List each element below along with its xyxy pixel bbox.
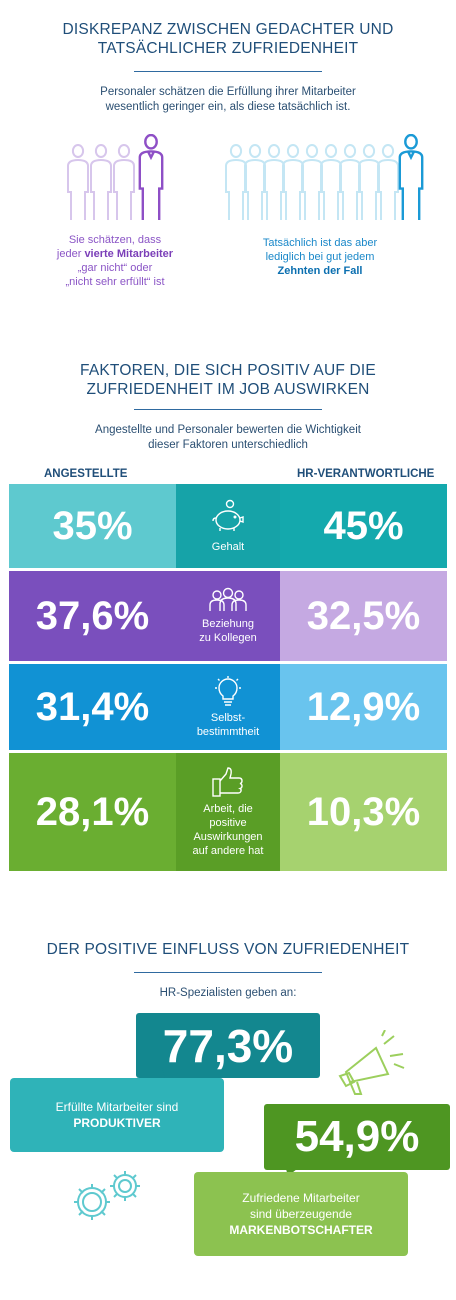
caption-highlight: vierte Mitarbeiter [84, 248, 174, 260]
gears-icon [74, 1171, 140, 1220]
person-figure [138, 134, 164, 220]
factor-label: Beziehung [202, 618, 254, 630]
hr-value: 45% [280, 484, 447, 568]
section2-subtitle-line1: Angestellte und Personaler bewerten die … [95, 424, 361, 436]
message-line: Erfüllte Mitarbeiter sind [55, 1100, 179, 1114]
caption-highlight: Zehnten der Fall [277, 265, 363, 277]
person-figure [113, 144, 135, 220]
person-figure [282, 144, 304, 220]
ambassador-percentage: 54,9% [264, 1104, 450, 1170]
megaphone-icon [338, 1030, 405, 1095]
factor-label: Gehalt [211, 541, 245, 553]
employees-value: 31,4% [9, 664, 176, 750]
productivity-message: Erfüllte Mitarbeiter sind PRODUKTIVER [10, 1078, 224, 1152]
factor-label: auf andere hat [192, 845, 264, 857]
person-figure [398, 134, 424, 220]
hr-value: 32,5% [280, 571, 447, 661]
lightbulb-icon [215, 676, 241, 706]
person-figure [67, 144, 89, 220]
factor-label-cell: Beziehung zu Kollegen [176, 571, 280, 661]
divider [134, 972, 322, 973]
person-figure [225, 144, 247, 220]
productivity-percentage: 77,3% [136, 1013, 320, 1078]
person-figure [244, 144, 266, 220]
person-figure [320, 144, 342, 220]
employees-value: 35% [9, 484, 176, 568]
actual-people-icon [224, 134, 424, 220]
message-highlight: MARKENBOTSCHAFTER [194, 1222, 408, 1238]
section3-title: DER POSITIVE EINFLUSS VON ZUFRIEDENHEIT [46, 941, 410, 958]
caption-line: Zehnten der Fall [240, 264, 400, 278]
hr-value: 12,9% [280, 664, 447, 750]
section3-subtitle: HR-Spezialisten geben an: [159, 987, 297, 999]
caption-line: „gar nicht“ oder [77, 262, 153, 274]
message-bold: MARKENBOTSCHAFTER [229, 1223, 373, 1237]
section1-subtitle-line2: wesentlich geringer ein, als diese tatsä… [105, 101, 351, 113]
ambassador-message: Zufriedene Mitarbeiter sind überzeugende… [194, 1172, 408, 1256]
factor-row-colleagues: 37,6% Beziehung zu Kollegen 32,5% [9, 571, 447, 661]
column-header-employees: ANGESTELLTE [44, 468, 128, 480]
person-figure [90, 144, 112, 220]
caption-line: Tatsächlich ist das aber [262, 237, 378, 249]
factor-label: Auswirkungen [193, 831, 263, 843]
actual-caption: Tatsächlich ist das aber lediglich bei g… [240, 236, 400, 278]
message-bold: PRODUKTIVER [73, 1116, 161, 1130]
estimated-people-icon [66, 134, 166, 220]
message-highlight: PRODUKTIVER [10, 1115, 224, 1131]
section2-title-line2: ZUFRIEDENHEIT IM JOB AUSWIRKEN [86, 381, 370, 398]
section2-subtitle-line2: dieser Faktoren unterschiedlich [148, 439, 308, 451]
divider [134, 71, 322, 72]
caption-line: „nicht sehr erfüllt“ ist [65, 276, 165, 288]
section1-title: DISKREPANZ ZWISCHEN GEDACHTER UND TATSÄC… [0, 20, 456, 58]
section2-title: FAKTOREN, DIE SICH POSITIV AUF DIE ZUFRI… [0, 361, 456, 399]
factor-label-cell: Arbeit, die positive Auswirkungen auf an… [176, 753, 280, 871]
divider [134, 409, 322, 410]
employees-value: 28,1% [9, 753, 176, 871]
caption-line: lediglich bei gut jedem [265, 251, 375, 263]
caption-line: Sie schätzen, dass [68, 234, 162, 246]
factor-label: positive [209, 817, 247, 829]
caption-text: jeder [56, 248, 85, 260]
factor-label: bestimmtheit [196, 726, 260, 738]
section2-subtitle: Angestellte und Personaler bewerten die … [0, 423, 456, 453]
message-line: Zufriedene Mitarbeiter [242, 1191, 360, 1205]
person-figure [301, 144, 323, 220]
group-icon [209, 587, 247, 611]
section1-subtitle: Personaler schätzen die Erfüllung ihrer … [0, 85, 456, 115]
estimate-caption: Sie schätzen, dass jeder vierte Mitarbei… [40, 233, 190, 289]
factor-row-impact: 28,1% Arbeit, die positive Auswirkungen … [9, 753, 447, 871]
thumbs-up-icon [212, 767, 243, 797]
section1-title-line1: DISKREPANZ ZWISCHEN GEDACHTER UND [62, 21, 394, 38]
hr-value: 10,3% [280, 753, 447, 871]
caption-line: jeder vierte Mitarbeiter [40, 247, 190, 261]
factor-label: Selbst- [210, 712, 246, 724]
person-figure [263, 144, 285, 220]
section1-subtitle-line1: Personaler schätzen die Erfüllung ihrer … [100, 86, 356, 98]
piggy-bank-icon [212, 499, 244, 531]
employees-value: 37,6% [9, 571, 176, 661]
factor-label: zu Kollegen [199, 632, 257, 644]
section1-title-line2: TATSÄCHLICHER ZUFRIEDENHEIT [97, 40, 359, 57]
factor-row-salary: 35% Gehalt 45% [9, 484, 447, 568]
person-figure [358, 144, 380, 220]
person-figure [377, 144, 399, 220]
column-header-hr: HR-VERANTWORTLICHE [297, 468, 435, 480]
section2-title-line1: FAKTOREN, DIE SICH POSITIV AUF DIE [80, 362, 376, 379]
factor-label: Arbeit, die [203, 803, 253, 815]
person-figure [339, 144, 361, 220]
factor-row-autonomy: 31,4% Selbst- bestimmtheit 12,9% [9, 664, 447, 750]
factor-label-cell: Gehalt [176, 484, 280, 568]
message-line: sind überzeugende [249, 1207, 353, 1221]
factor-label-cell: Selbst- bestimmtheit [176, 664, 280, 750]
